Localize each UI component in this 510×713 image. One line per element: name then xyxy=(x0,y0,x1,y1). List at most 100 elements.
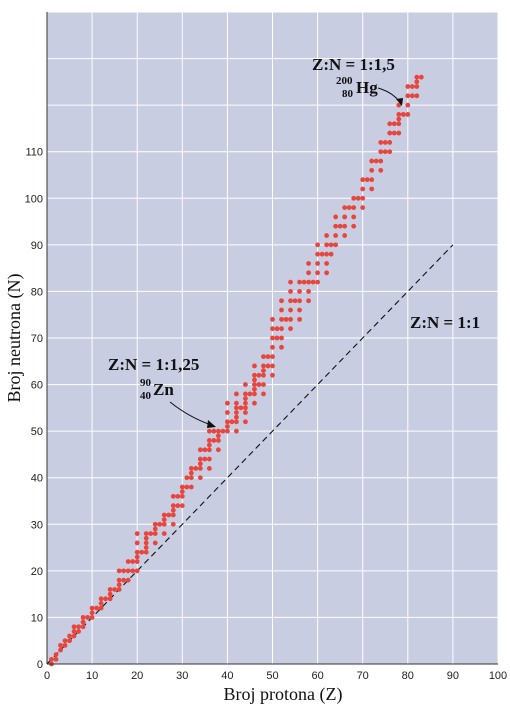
data-point xyxy=(179,503,185,509)
data-point xyxy=(306,298,311,304)
data-point xyxy=(279,307,284,313)
data-point xyxy=(369,186,375,192)
data-point xyxy=(62,638,68,644)
data-point xyxy=(67,633,72,639)
data-point xyxy=(297,307,302,313)
data-point xyxy=(288,326,293,332)
data-point xyxy=(270,344,275,350)
data-point xyxy=(130,559,136,564)
data-point xyxy=(206,428,212,434)
data-point xyxy=(197,461,203,467)
data-point xyxy=(121,577,127,583)
data-point xyxy=(261,368,266,373)
data-point xyxy=(179,493,185,499)
data-point xyxy=(215,438,221,443)
data-point xyxy=(342,233,348,238)
data-point xyxy=(215,428,221,434)
data-point xyxy=(225,410,230,415)
data-point xyxy=(270,363,275,369)
data-point xyxy=(206,466,212,471)
data-point xyxy=(396,102,402,108)
data-point xyxy=(243,396,248,401)
data-point xyxy=(125,559,131,564)
data-point xyxy=(324,251,330,257)
data-point xyxy=(234,391,239,397)
data-point xyxy=(333,242,339,248)
data-point xyxy=(360,177,366,183)
data-point xyxy=(333,223,339,229)
data-point xyxy=(98,605,104,611)
data-point xyxy=(238,405,244,411)
data-point xyxy=(58,647,63,653)
isotope-atomic-hg: 80 xyxy=(342,88,354,100)
data-point xyxy=(418,74,424,80)
data-point xyxy=(80,615,86,620)
data-point xyxy=(234,405,239,411)
data-point xyxy=(351,214,357,220)
x-tick-label: 0 xyxy=(44,670,50,682)
x-tick-label: 100 xyxy=(489,670,507,682)
data-point xyxy=(265,354,271,360)
data-point xyxy=(396,112,402,117)
data-point xyxy=(143,535,149,541)
data-point xyxy=(89,605,95,611)
data-point xyxy=(202,447,208,453)
data-point xyxy=(143,531,149,536)
data-point xyxy=(315,261,320,266)
data-point xyxy=(234,410,239,415)
data-point xyxy=(360,195,366,201)
reference-line-label: Z:N = 1:1 xyxy=(410,313,480,332)
data-point xyxy=(378,158,384,164)
annotation-arrowhead-hg xyxy=(396,98,403,106)
data-point xyxy=(297,298,302,304)
annotation-isotope-hg: 200 80 Hg xyxy=(336,75,378,100)
data-point xyxy=(288,279,293,285)
data-point xyxy=(98,596,104,602)
y-tick-label: 80 xyxy=(31,286,43,298)
data-point xyxy=(71,624,77,630)
data-point xyxy=(414,79,420,85)
data-point xyxy=(351,223,357,229)
x-tick-label: 60 xyxy=(311,670,323,682)
data-point xyxy=(211,428,217,434)
data-point xyxy=(197,475,203,481)
data-point xyxy=(306,270,311,276)
data-point xyxy=(67,638,72,644)
data-point xyxy=(283,316,289,322)
data-point xyxy=(346,205,352,211)
data-point xyxy=(130,568,136,574)
isotope-symbol-hg: Hg xyxy=(356,78,378,97)
data-point xyxy=(378,149,384,155)
data-point xyxy=(116,582,122,588)
data-point xyxy=(184,484,190,490)
data-point xyxy=(143,549,149,555)
data-point xyxy=(315,270,320,276)
data-point xyxy=(297,316,302,322)
data-point xyxy=(175,493,181,499)
data-point xyxy=(71,629,77,634)
data-point xyxy=(179,489,185,495)
data-point xyxy=(98,601,104,606)
data-point xyxy=(225,419,230,425)
data-point xyxy=(274,335,280,341)
data-point xyxy=(400,112,406,117)
annotation-ratio-zn: Z:N = 1:1,25 xyxy=(108,355,199,374)
annotation-arrowhead-zn xyxy=(207,420,216,428)
data-point xyxy=(324,261,330,266)
data-point xyxy=(261,382,266,387)
data-point xyxy=(301,279,307,285)
x-tick-label: 10 xyxy=(86,670,98,682)
x-tick-label: 30 xyxy=(176,670,188,682)
isotope-mass-hg: 200 xyxy=(336,75,353,87)
data-point xyxy=(58,642,63,648)
annotation-ratio-hg: Z:N = 1:1,5 xyxy=(312,55,395,74)
data-point xyxy=(319,251,325,257)
data-point xyxy=(125,568,131,574)
data-point xyxy=(387,130,393,136)
data-point xyxy=(225,400,230,406)
x-axis-title: Broj protona (Z) xyxy=(224,684,343,705)
y-tick-label: 40 xyxy=(31,473,43,485)
data-point xyxy=(85,615,90,620)
data-point xyxy=(315,279,320,285)
